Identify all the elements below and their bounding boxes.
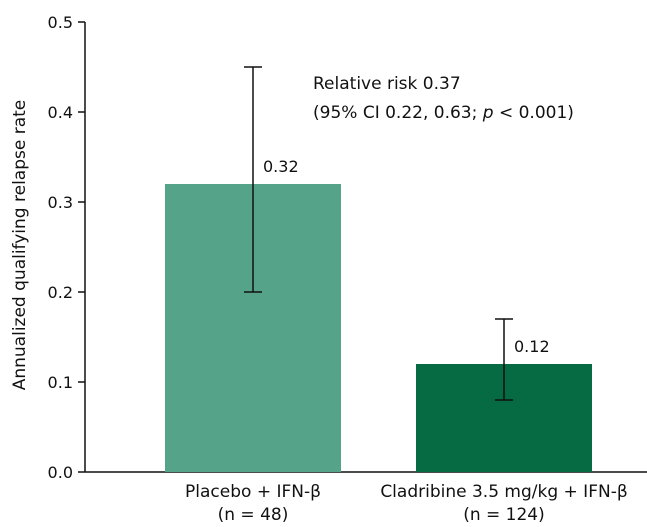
category-label-1-line1: Placebo + IFN-β (185, 482, 321, 502)
value-label-2: 0.12 (514, 337, 550, 356)
y-tick-label-1: 0.1 (48, 373, 73, 392)
value-label-1: 0.32 (263, 157, 299, 176)
y-tick-label-2: 0.2 (48, 283, 73, 302)
y-tick-label-3: 0.3 (48, 193, 73, 212)
annotation-ci: (95% CI 0.22, 0.63; p < 0.001) (313, 103, 574, 123)
category-label-2-line2: (n = 124) (463, 505, 545, 525)
annotation-p-symbol: p (482, 103, 494, 123)
y-tick-label-4: 0.4 (48, 103, 73, 122)
bars (165, 184, 592, 472)
error-bars (244, 66, 513, 401)
error-bar-1 (244, 66, 262, 293)
category-label-2-line1: Cladribine 3.5 mg/kg + IFN-β (380, 482, 627, 502)
category-label-1-line2: (n = 48) (218, 505, 289, 525)
annotation-ci-prefix: (95% CI 0.22, 0.63; (313, 103, 483, 123)
error-bar-2 (495, 318, 513, 401)
value-labels: 0.32 0.12 (263, 157, 550, 356)
y-axis-title: Annualized qualifying relapse rate (10, 100, 30, 391)
y-tick-label-5: 0.5 (48, 13, 73, 32)
y-tick-label-0: 0.0 (48, 463, 73, 482)
y-ticks: 0.0 0.1 0.2 0.3 0.4 0.5 (48, 13, 85, 482)
annotation-relative-risk: Relative risk 0.37 (313, 74, 461, 94)
annotation-ci-suffix: < 0.001) (494, 103, 574, 123)
